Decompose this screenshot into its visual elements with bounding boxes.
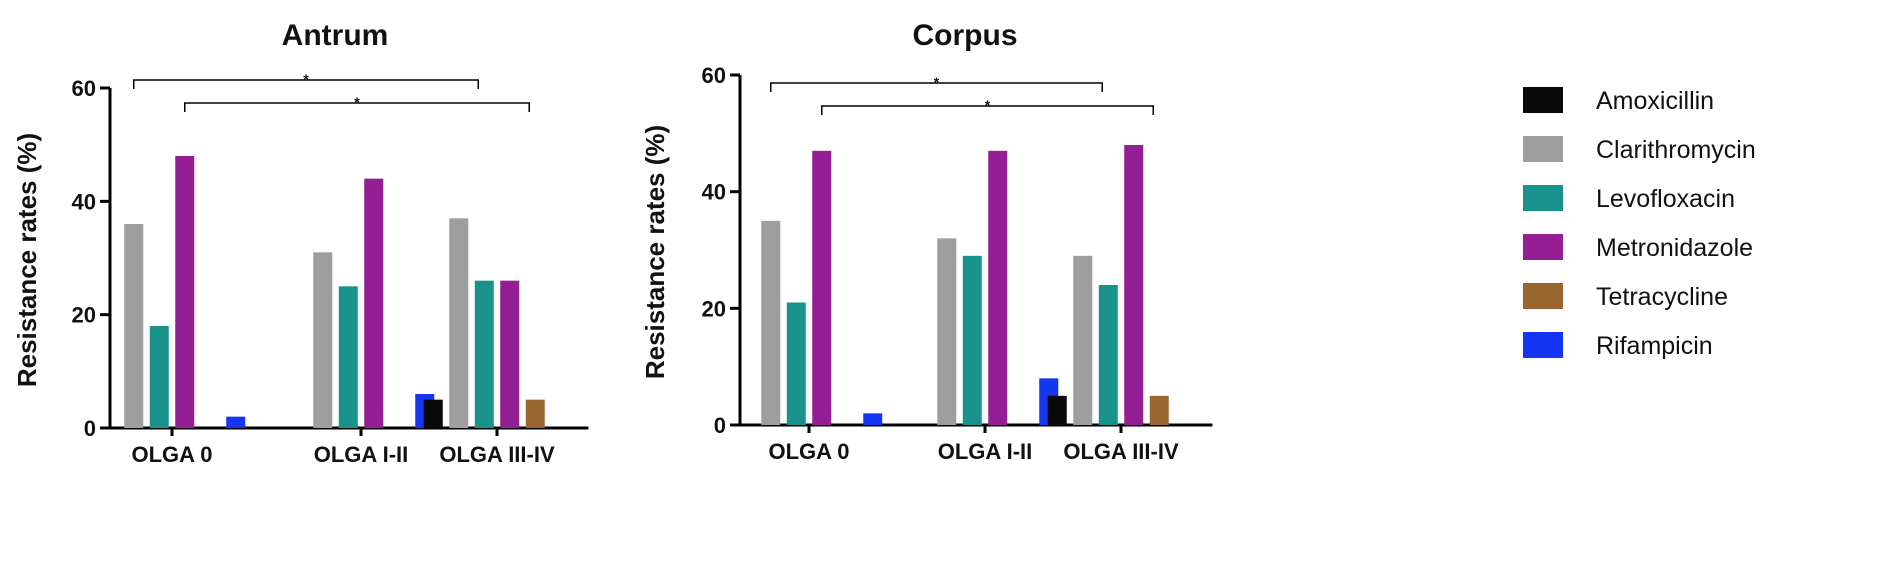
legend-label-amoxicillin: Amoxicillin [1596,87,1714,115]
x-tick-label: OLGA III-IV [439,442,555,467]
legend-swatch-amoxicillin [1523,87,1563,113]
legend: Amoxicillin Clarithromycin Levofloxacin Met… [1523,87,1756,360]
significance-bracket [184,102,530,112]
bar-levofloxacin [962,255,982,425]
y-tick-label: 60 [72,76,96,101]
chart-marks: 0 20 40 60 OLGA 0 OLGA I-II OLGA III-IV * * [72,71,589,467]
bar-metronidazole [812,150,832,426]
bar-metronidazole [364,178,384,428]
bar-tetracycline [525,399,545,428]
bar-metronidazole [175,156,195,428]
legend-swatch-clarithromycin [1523,136,1563,162]
legend-label-levofloxacin: Levofloxacin [1596,185,1735,213]
y-tick-label: 40 [72,189,96,214]
chart-title: Antrum [282,19,389,52]
legend-label-rifampicin: Rifampicin [1596,332,1713,360]
significance-marker: * [354,94,360,110]
legend-swatch-metronidazole [1523,234,1563,260]
bar-amoxicillin [1047,395,1067,425]
legend-label-clarithromycin: Clarithromycin [1596,136,1756,164]
significance-bracket [770,82,1103,92]
legend-swatch-tetracycline [1523,283,1563,309]
bar-levofloxacin [149,326,169,428]
y-tick-label: 20 [72,303,96,328]
bar-clarithromycin [313,252,333,428]
bar-amoxicillin [423,399,443,428]
legend-label-metronidazole: Metronidazole [1596,234,1753,262]
y-tick-label: 60 [702,63,726,88]
y-axis-label: Resistance rates (%) [12,133,42,387]
bar-tetracycline [1149,395,1169,425]
y-tick-label: 0 [84,416,96,441]
bar-levofloxacin [474,280,494,428]
bar-clarithromycin [937,238,957,425]
x-tick-label: OLGA 0 [131,442,212,467]
significance-marker: * [303,71,309,87]
chart-marks: 0 20 40 60 OLGA 0 OLGA I-II OLGA III-IV * * [702,63,1213,464]
legend-label-tetracycline: Tetracycline [1596,283,1728,311]
antrum-chart: Antrum Resistance rates (%) 0 20 40 60 OLGA … [12,19,589,467]
x-tick-label: OLGA I-II [938,439,1033,464]
significance-marker: * [985,97,991,113]
y-tick-label: 40 [702,180,726,205]
bar-levofloxacin [1098,285,1118,425]
bar-metronidazole [988,150,1008,426]
bar-clarithromycin [124,224,144,428]
bar-rifampicin [863,413,883,425]
legend-swatch-levofloxacin [1523,185,1563,211]
bar-levofloxacin [786,302,806,425]
x-tick-label: OLGA 0 [768,439,849,464]
y-tick-label: 0 [714,413,726,438]
significance-marker: * [934,74,940,90]
bar-clarithromycin [449,218,469,428]
bar-metronidazole [1124,145,1144,425]
legend-swatch-rifampicin [1523,332,1563,358]
bar-metronidazole [500,280,520,428]
corpus-chart: Corpus Resistance rates (%) 0 20 40 60 OLGA … [640,19,1213,464]
x-tick-label: OLGA III-IV [1063,439,1179,464]
bar-clarithromycin [761,220,781,425]
y-tick-label: 20 [702,296,726,321]
significance-bracket [133,79,479,89]
x-tick-label: OLGA I-II [314,442,409,467]
bar-clarithromycin [1073,255,1093,425]
bar-rifampicin [226,416,246,428]
y-axis-label: Resistance rates (%) [640,125,670,379]
chart-title: Corpus [913,19,1018,52]
significance-bracket [821,105,1154,115]
bar-levofloxacin [338,286,358,428]
